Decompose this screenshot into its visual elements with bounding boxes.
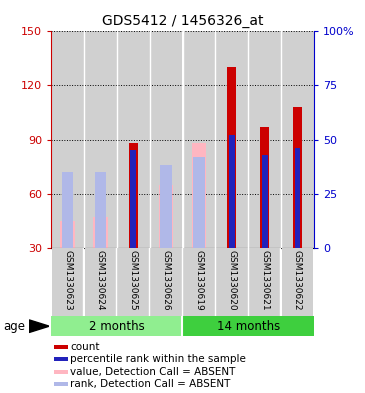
Text: percentile rank within the sample: percentile rank within the sample [70,354,246,364]
Text: GSM1330626: GSM1330626 [162,250,170,310]
Bar [293,107,302,248]
Bar [160,165,172,248]
Text: GSM1330622: GSM1330622 [293,250,302,310]
Text: GSM1330620: GSM1330620 [227,250,236,310]
Bar [182,316,314,336]
Bar [182,31,215,248]
Bar [248,31,281,248]
Bar [51,31,84,248]
Text: 14 months: 14 months [216,320,280,333]
Text: 2 months: 2 months [89,320,145,333]
Bar [51,316,182,336]
Bar [281,31,314,248]
Text: GDS5412 / 1456326_at: GDS5412 / 1456326_at [102,14,263,28]
Bar [117,31,150,248]
Bar [215,31,248,248]
Bar [54,370,68,374]
Bar [150,248,182,316]
Bar [216,248,247,316]
Bar [130,150,136,248]
Text: GSM1330624: GSM1330624 [96,250,105,310]
Bar [192,143,206,248]
Bar [54,345,68,349]
Text: GSM1330621: GSM1330621 [260,250,269,310]
Bar [54,357,68,362]
Text: age: age [4,320,26,333]
Bar [249,248,280,316]
Bar [229,135,235,248]
Bar [60,220,75,248]
Bar [62,172,73,248]
Bar [54,382,68,386]
Bar [52,248,83,316]
Bar [93,217,108,248]
Bar [227,68,237,248]
Text: count: count [70,342,100,352]
Text: GSM1330623: GSM1330623 [63,250,72,310]
Bar [282,248,313,316]
Bar [183,248,215,316]
Bar [85,248,116,316]
Bar [260,127,269,248]
Text: rank, Detection Call = ABSENT: rank, Detection Call = ABSENT [70,379,230,389]
Bar [84,31,117,248]
Bar [128,143,138,248]
Text: GSM1330625: GSM1330625 [129,250,138,310]
Bar [118,248,149,316]
Polygon shape [29,320,49,332]
Bar [295,148,300,248]
Bar [159,185,173,248]
Bar [193,157,205,248]
Bar [95,172,106,248]
Bar [262,154,268,248]
Text: value, Detection Call = ABSENT: value, Detection Call = ABSENT [70,367,235,377]
Text: GSM1330619: GSM1330619 [195,250,203,310]
Bar [150,31,182,248]
